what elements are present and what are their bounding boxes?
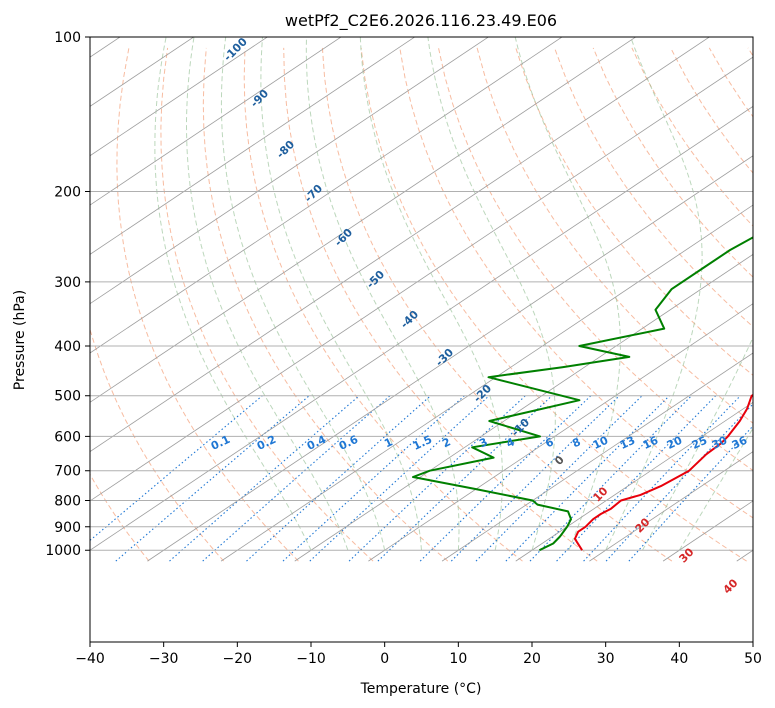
mixing-ratio-line: [419, 395, 592, 562]
y-tick-label: 200: [54, 185, 81, 201]
moist-adiabat: [154, 37, 312, 551]
x-tick-label: 0: [380, 651, 389, 667]
mixing-ratio-line: [450, 395, 620, 562]
isotherm: [90, 105, 753, 551]
isotherm: [90, 37, 637, 403]
x-tick-label: 10: [449, 651, 467, 667]
isotherm: [90, 37, 490, 305]
mixing-ratio-line: [583, 395, 741, 562]
isotherm: [90, 56, 753, 502]
isotherm: [220, 204, 753, 562]
mixing-ratio-label: 13: [618, 434, 637, 452]
isotherm: [90, 37, 342, 206]
moist-adiabat: [514, 37, 621, 551]
y-tick-label: 600: [54, 429, 81, 445]
moist-adiabat: [678, 427, 753, 551]
moist-adiabat: [642, 336, 753, 551]
dry-adiabat: [283, 47, 598, 562]
dry-adiabat: [202, 47, 449, 562]
y-tick-label: 1000: [45, 543, 81, 559]
x-tick-label: 50: [744, 651, 762, 667]
mixing-ratio-label: 16: [641, 434, 661, 452]
temperature-line: [573, 393, 753, 551]
x-tick-label: 30: [597, 651, 615, 667]
y-tick-label: 900: [54, 520, 81, 536]
mixing-ratio-line: [309, 395, 490, 562]
mixing-ratio-line: [529, 395, 692, 562]
isotherm: [589, 451, 753, 562]
mixing-ratio-line: [505, 395, 670, 562]
mixing-ratio-line: [282, 395, 465, 562]
moist-adiabat: [427, 37, 556, 551]
mixing-ratio-line: [90, 395, 263, 542]
mixing-ratio-line: [246, 395, 431, 562]
isotherm: [90, 37, 711, 453]
y-tick-label: 400: [54, 339, 81, 355]
mixing-ratio-line: [348, 395, 526, 562]
moist-adiabat: [605, 37, 703, 551]
dry-adiabat: [438, 47, 753, 472]
isotherm: [368, 303, 753, 562]
isotherm: [147, 155, 753, 562]
y-tick-label: 500: [54, 389, 81, 405]
isotherm: [90, 37, 563, 354]
plot-background: [90, 37, 753, 642]
mixing-ratio-line: [556, 395, 717, 562]
dry-adiabat: [321, 47, 673, 562]
isotherm: [0, 26, 63, 562]
chart-title: wetPf2_C2E6.2026.116.23.49.E06: [285, 11, 557, 31]
x-tick-label: 20: [523, 651, 541, 667]
dry-adiabat: [360, 47, 747, 562]
x-axis-label: Temperature (°C): [360, 681, 482, 697]
x-tick-label: −10: [296, 651, 326, 667]
mixing-ratio-label: 36: [730, 434, 750, 452]
plot-frame: [89, 36, 754, 643]
x-tick-label: −20: [223, 651, 253, 667]
isotherm: [90, 37, 269, 157]
isotherm: [441, 352, 753, 562]
x-tick-label: −40: [75, 651, 105, 667]
mixing-ratio-line: [605, 403, 753, 562]
mixing-ratio-label: 25: [690, 434, 709, 452]
mixing-ratio-line: [202, 395, 391, 562]
y-tick-label: 700: [54, 464, 81, 480]
dry-adiabat: [116, 47, 299, 562]
dry-adiabat: [476, 47, 753, 424]
mixing-ratio-label: 20: [665, 434, 685, 452]
mixing-ratio-label: 10: [591, 434, 611, 452]
moist-adiabat: [359, 37, 503, 551]
mixing-ratio-line: [475, 395, 643, 562]
y-tick-label: 100: [54, 30, 81, 46]
dewpoint-line: [412, 236, 753, 552]
dry-adiabat: [399, 47, 753, 519]
dry-adiabat: [243, 47, 523, 562]
x-tick-label: 40: [670, 651, 688, 667]
x-tick-label: −30: [149, 651, 179, 667]
dry-adiabat: [160, 47, 374, 562]
dry-adiabat: [515, 47, 753, 376]
mixing-ratio-label: 30: [710, 434, 730, 452]
isotherm: [515, 401, 753, 562]
y-tick-label: 800: [54, 494, 81, 510]
y-tick-label: 300: [54, 275, 81, 291]
moist-adiabat: [220, 37, 386, 551]
y-axis-label: Pressure (hPa): [12, 290, 28, 390]
moist-adiabat: [260, 37, 422, 551]
dry-adiabat: [90, 47, 225, 562]
isotherm: [90, 37, 416, 255]
